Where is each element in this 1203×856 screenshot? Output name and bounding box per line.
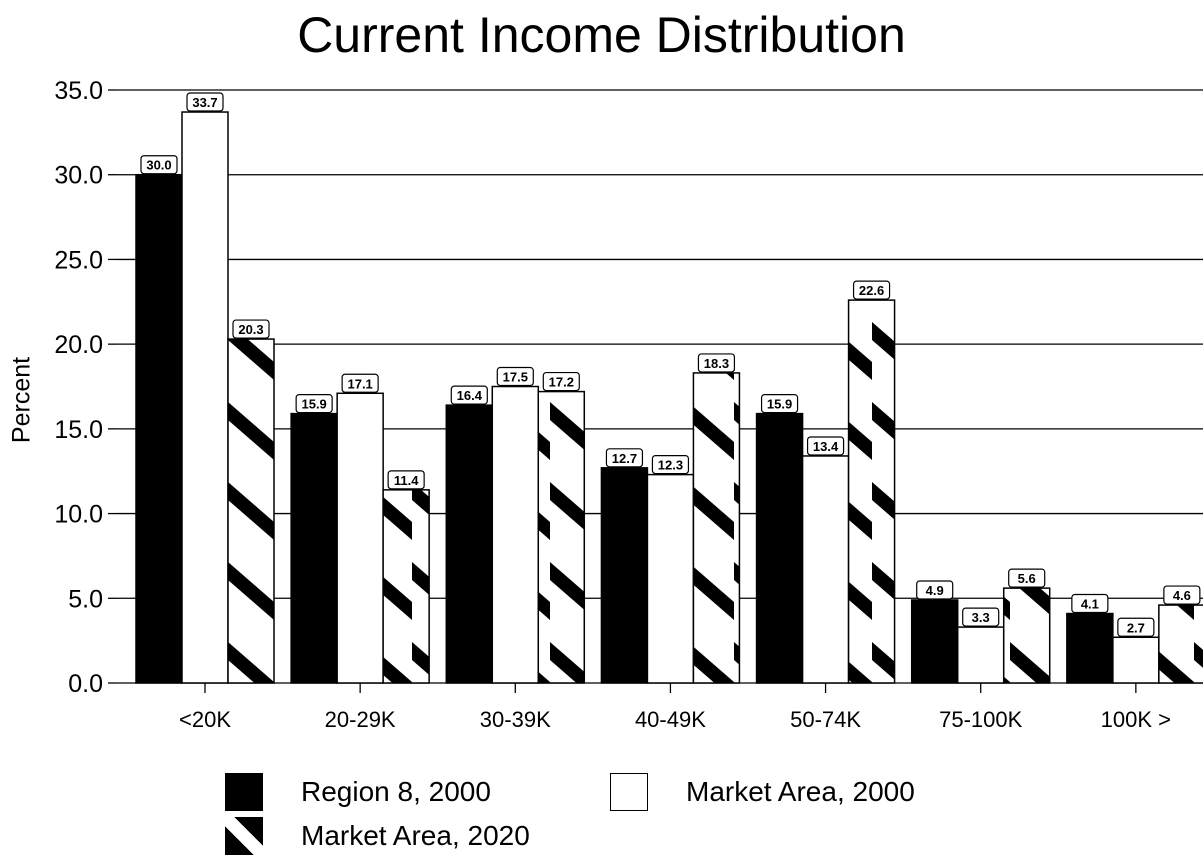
data-label-box [962, 607, 1000, 627]
data-label-box [1071, 593, 1109, 614]
data-label: 15.9 [767, 397, 792, 412]
bar [1112, 636, 1160, 684]
legend-item: Market Area, 2000 [610, 772, 915, 812]
data-label-box [806, 436, 845, 456]
data-label-box [450, 385, 488, 405]
legend-label: Region 8, 2000 [301, 776, 491, 807]
data-label: 4.9 [926, 583, 944, 598]
data-label: 15.9 [301, 397, 326, 412]
data-label: 11.4 [394, 473, 419, 488]
data-label: 12.7 [612, 451, 637, 466]
bar [1002, 587, 1051, 684]
bar [755, 412, 804, 684]
data-label-box [697, 353, 736, 373]
legend-swatch [225, 773, 263, 811]
data-label-box [1163, 585, 1201, 605]
bar [1158, 604, 1203, 684]
data-label: 5.6 [1018, 571, 1036, 586]
data-label-box [1117, 617, 1155, 637]
legend-label: Market Area, 2020 [301, 820, 530, 851]
bar [336, 392, 384, 684]
bar [692, 372, 741, 684]
chart-title: Current Income Distribution [297, 7, 906, 63]
bar [181, 111, 229, 684]
data-label: 33.7 [192, 95, 217, 110]
x-tick-label: <20K [179, 707, 231, 732]
data-label: 17.2 [549, 375, 574, 390]
bar [910, 599, 959, 684]
x-tick-label: 100K > [1101, 707, 1171, 732]
data-label: 12.3 [658, 458, 683, 473]
data-label-box [496, 366, 534, 387]
bar [847, 299, 896, 684]
bar [801, 455, 850, 684]
data-label-box [1008, 568, 1046, 588]
data-label: 17.1 [347, 376, 372, 391]
bar [135, 173, 183, 684]
bar [646, 473, 695, 684]
data-label-box [605, 448, 644, 468]
data-label-box [916, 580, 954, 600]
bar [537, 390, 586, 684]
data-label: 2.7 [1127, 620, 1145, 635]
legend-swatch [610, 773, 648, 811]
data-label-box [852, 280, 891, 300]
bar [227, 338, 275, 684]
data-label: 20.3 [238, 322, 263, 337]
y-tick-label: 35.0 [54, 77, 103, 105]
y-tick-label: 25.0 [54, 246, 103, 274]
data-label-box [140, 155, 178, 175]
x-tick-label: 30-39K [480, 707, 551, 732]
data-label: 16.4 [457, 388, 483, 403]
legend-label: Market Area, 2000 [686, 776, 915, 807]
data-label: 13.4 [813, 439, 839, 454]
data-label: 3.3 [972, 610, 990, 625]
data-label-box [651, 455, 690, 475]
x-tick-label: 50-74K [790, 707, 861, 732]
legend: Region 8, 2000 Market Area, 2000 Market Ar… [225, 768, 1025, 856]
data-label-box [232, 319, 270, 339]
legend-item: Region 8, 2000 [225, 772, 491, 812]
legend-item: Market Area, 2020 [225, 816, 530, 856]
data-label: 4.1 [1081, 597, 1099, 612]
data-label-box [295, 394, 333, 414]
y-tick-label: 10.0 [54, 501, 103, 529]
data-label-box [387, 470, 425, 490]
legend-swatch [225, 817, 263, 855]
bar [290, 412, 338, 684]
y-tick-label: 0.0 [68, 670, 103, 698]
data-label: 18.3 [704, 356, 729, 371]
x-tick-label: 20-29K [325, 707, 396, 732]
bar [382, 489, 430, 684]
data-label-box [542, 371, 580, 392]
bar [1066, 612, 1114, 684]
bar [956, 626, 1005, 684]
y-tick-label: 30.0 [54, 162, 103, 190]
x-tick-label: 40-49K [635, 707, 706, 732]
chart-plot: 0.0 5.0 10.0 15.0 20.0 25.0 30.0 35.0 30.0 15.9 16… [54, 77, 1203, 732]
y-tick-label: 5.0 [68, 585, 103, 613]
bar [491, 385, 540, 684]
bar [445, 404, 494, 684]
data-label-box [186, 92, 224, 112]
y-tick-label: 15.0 [54, 416, 103, 444]
x-tick-label: 75-100K [939, 707, 1023, 732]
data-label-box [760, 394, 799, 414]
data-label-box [341, 373, 379, 393]
y-tick-label: 20.0 [54, 331, 103, 359]
data-label: 17.5 [503, 370, 528, 385]
bar [600, 467, 649, 684]
data-label: 4.6 [1173, 588, 1191, 603]
data-label: 30.0 [146, 158, 171, 173]
data-label: 22.6 [859, 283, 884, 298]
